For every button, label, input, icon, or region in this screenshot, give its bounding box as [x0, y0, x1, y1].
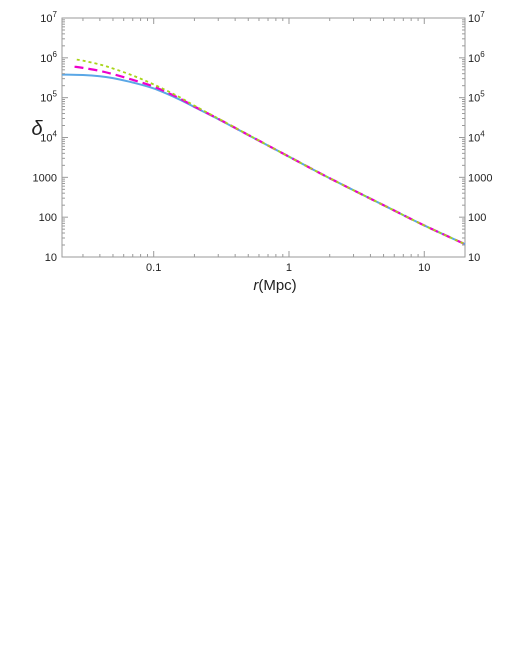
x-tick-label: 10 [418, 262, 430, 274]
x-axis-label-unit: (Mpc) [258, 277, 296, 294]
series-line-dotted [76, 58, 466, 245]
y-tick-label-right: 107 [468, 10, 485, 25]
tick-labels-layer: 10 10 100 100 1000 1000 104 104 105 105 106 106 107 1… [33, 10, 493, 274]
y-tick-label-left: 106 [40, 50, 57, 65]
series-line-solid [61, 73, 466, 246]
y-tick-label-left: 10 [45, 252, 57, 264]
y-tick-label-right: 106 [468, 50, 485, 65]
x-tick-label: 1 [286, 262, 292, 274]
y-axis-label: δ [31, 118, 43, 140]
ticks-layer [62, 17, 466, 258]
y-tick-label-right: 10 [468, 252, 480, 264]
y-tick-label-right: 1000 [468, 172, 492, 184]
y-tick-label-left: 100 [39, 212, 57, 224]
series-layer [61, 58, 466, 246]
y-tick-label-left: 1000 [33, 172, 57, 184]
y-tick-label-left: 104 [40, 130, 57, 145]
x-axis-label-variable: r [253, 277, 259, 294]
y-tick-label-right: 100 [468, 212, 486, 224]
y-tick-label-right: 104 [468, 130, 485, 145]
x-axis-label: r(Mpc) [253, 277, 296, 294]
plot-frame [61, 17, 466, 258]
y-tick-label-right: 105 [468, 90, 485, 105]
x-tick-label: 0.1 [146, 262, 161, 274]
y-tick-label-left: 107 [40, 10, 57, 25]
y-tick-label-left: 105 [40, 90, 57, 105]
